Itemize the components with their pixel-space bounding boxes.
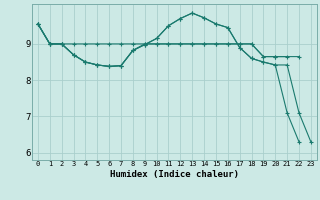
X-axis label: Humidex (Indice chaleur): Humidex (Indice chaleur) [110, 170, 239, 179]
